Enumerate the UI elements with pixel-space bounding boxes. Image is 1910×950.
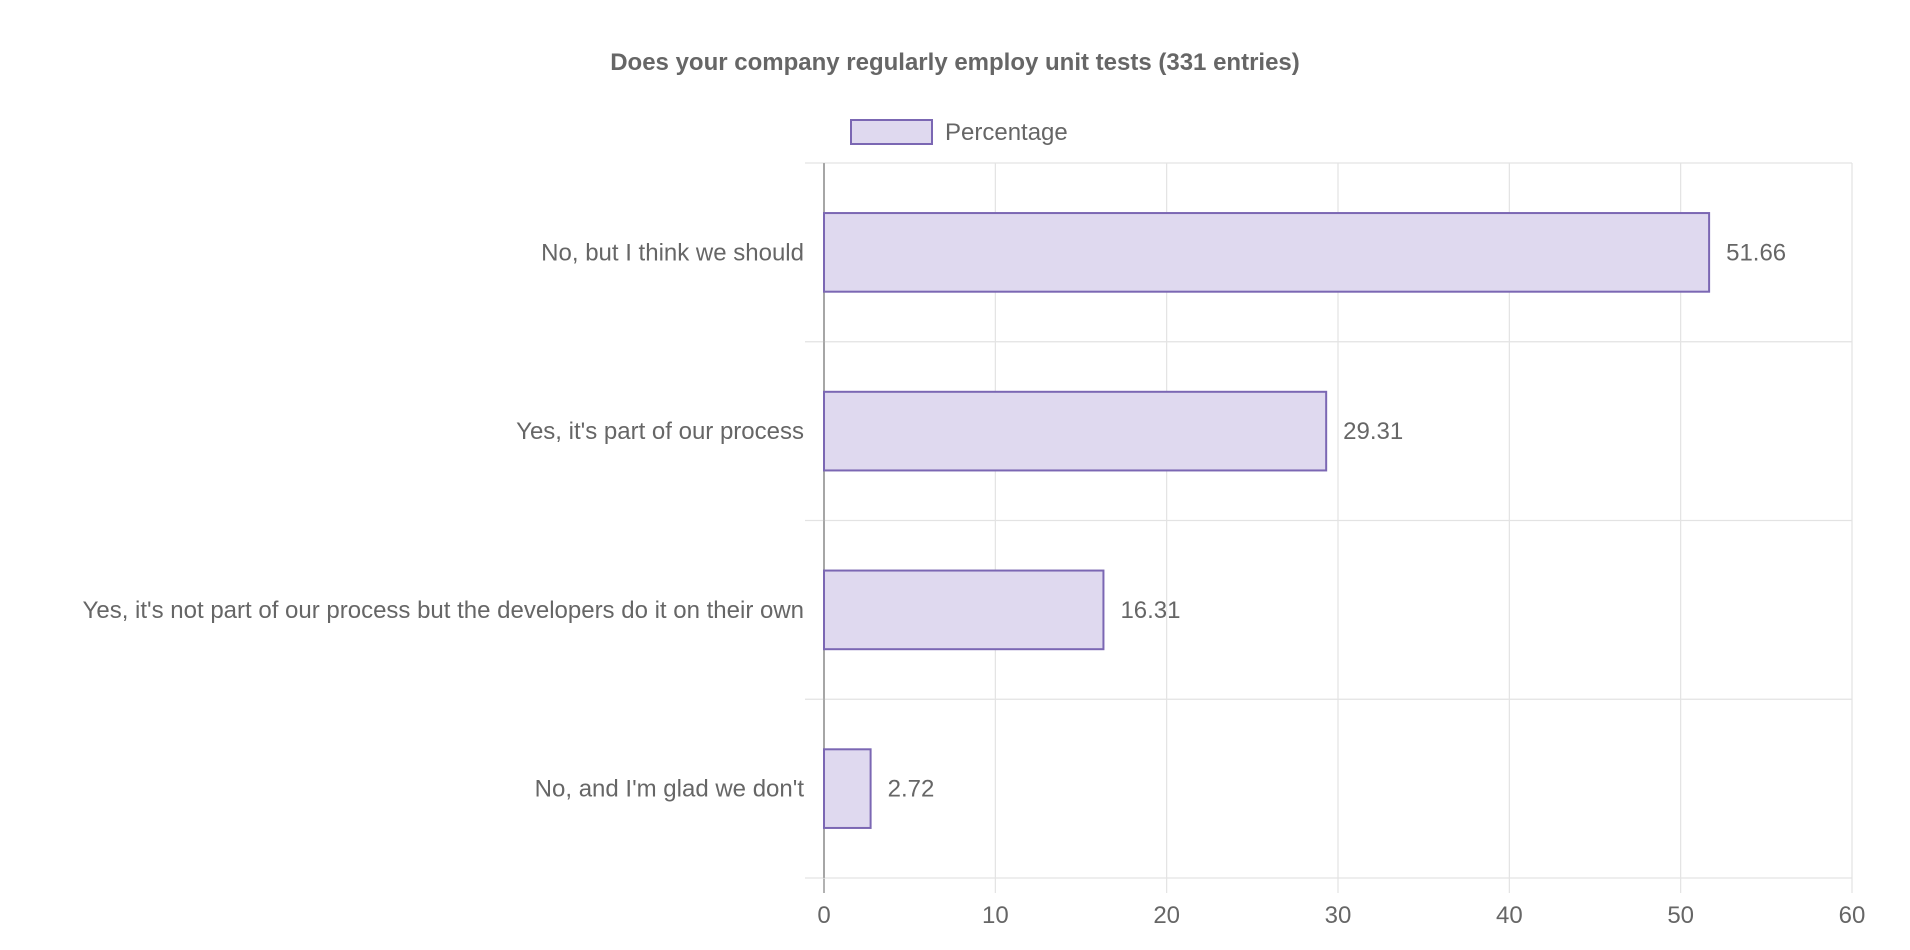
category-label: Yes, it's part of our process xyxy=(516,418,804,445)
bar[interactable] xyxy=(823,569,1105,651)
x-tick-label: 10 xyxy=(982,902,1009,929)
legend-label[interactable]: Percentage xyxy=(945,119,1068,146)
x-tick-label: 20 xyxy=(1153,902,1180,929)
x-tick-label: 60 xyxy=(1839,902,1866,929)
bars xyxy=(823,212,1711,829)
data-label: 2.72 xyxy=(888,776,935,803)
bar[interactable] xyxy=(823,748,872,829)
legend[interactable]: Percentage xyxy=(850,119,1068,146)
bar[interactable] xyxy=(823,390,1328,472)
x-tick-label: 40 xyxy=(1496,902,1523,929)
x-tick-label: 50 xyxy=(1667,902,1694,929)
category-label: No, but I think we should xyxy=(541,239,804,266)
legend-swatch[interactable] xyxy=(850,119,933,145)
bar[interactable] xyxy=(823,212,1711,293)
x-axis-tick-labels: 0 10 20 30 40 50 60 xyxy=(817,902,1865,929)
data-labels: 51.66 29.31 16.31 2.72 xyxy=(888,239,1787,802)
category-labels: No, but I think we should Yes, it's part … xyxy=(83,239,805,802)
data-label: 16.31 xyxy=(1120,597,1180,624)
data-label: 51.66 xyxy=(1726,239,1786,266)
x-tick-label: 0 xyxy=(817,902,830,929)
chart-title: Does your company regularly employ unit … xyxy=(610,49,1300,76)
data-label: 29.31 xyxy=(1343,418,1403,445)
category-label: No, and I'm glad we don't xyxy=(535,776,805,803)
x-tick-label: 30 xyxy=(1325,902,1352,929)
category-label: Yes, it's not part of our process but th… xyxy=(83,597,804,624)
